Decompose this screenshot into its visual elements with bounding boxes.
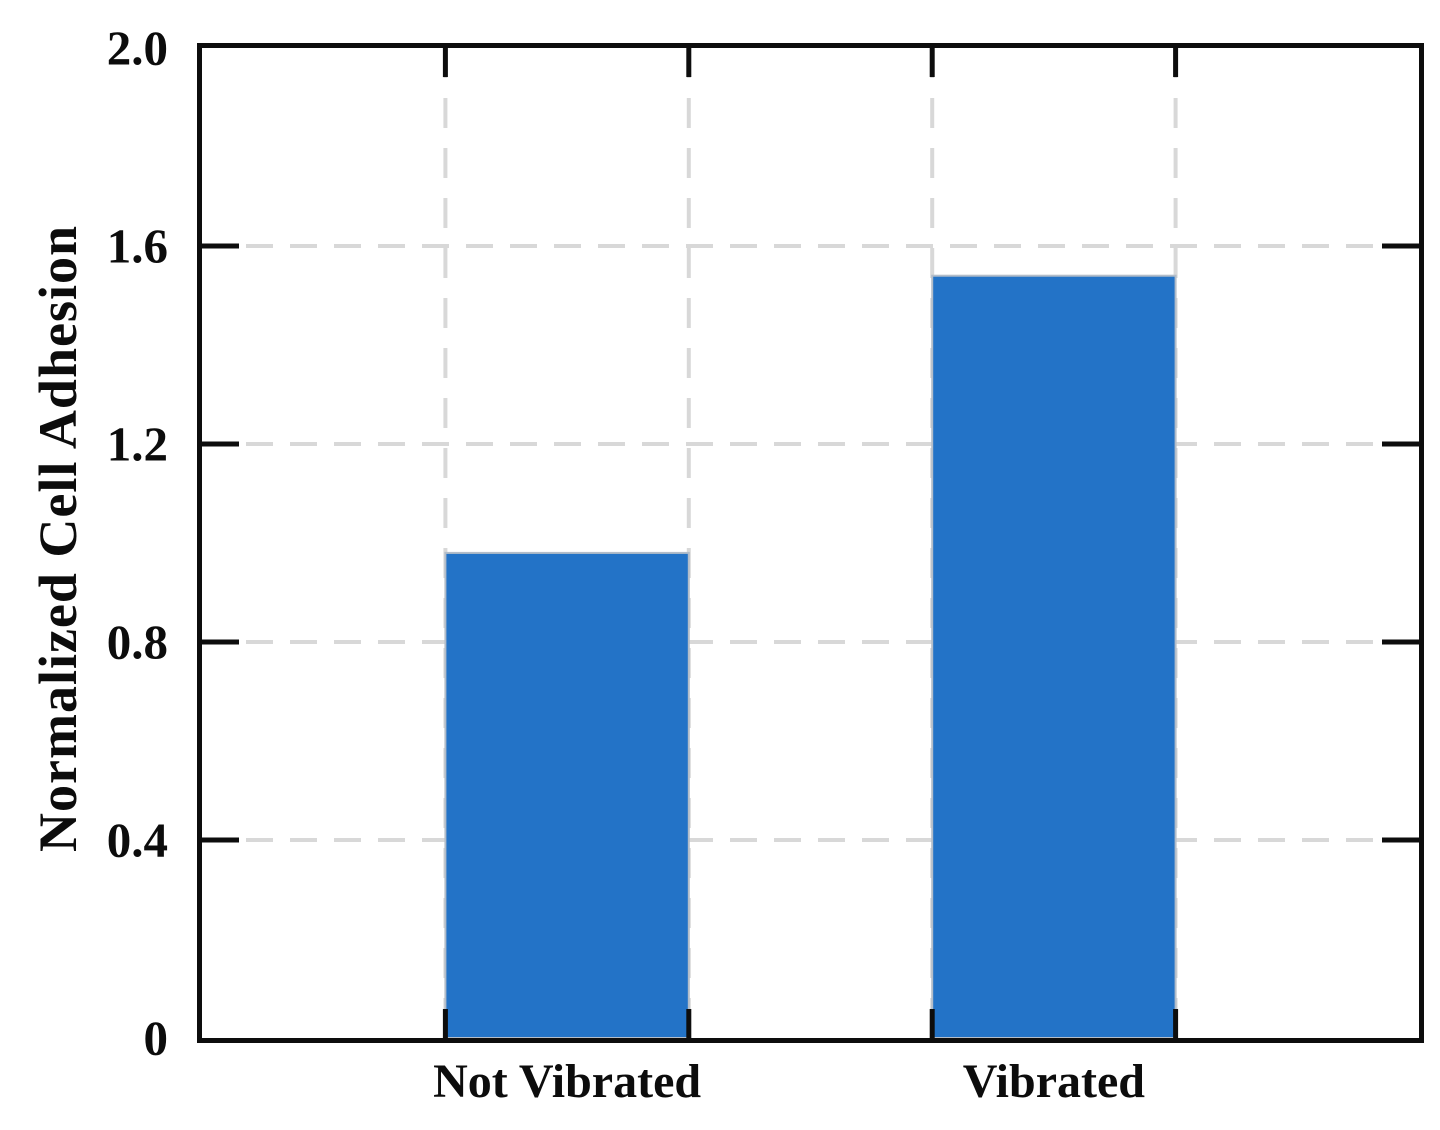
- y-tick-label-0.4: 0.4: [106, 812, 168, 868]
- y-tick-label-0: 0: [143, 1010, 169, 1066]
- y-tick-label-1.2: 1.2: [106, 416, 168, 472]
- y-tick-label-2.0: 2.0: [106, 20, 168, 76]
- y-axis-title: Normalized Cell Adhesion: [28, 225, 88, 852]
- bar-not-vibrated: [444, 551, 690, 1038]
- bar-vibrated: [931, 274, 1177, 1038]
- y-tick-label-0.8: 0.8: [106, 614, 168, 670]
- chart-plot-svg: [202, 48, 1419, 1038]
- plot-area: [197, 43, 1424, 1043]
- x-category-label-vibrated: Vibrated: [962, 1055, 1145, 1108]
- y-tick-label-1.6: 1.6: [106, 218, 168, 274]
- x-category-label-not-vibrated: Not Vibrated: [433, 1055, 702, 1108]
